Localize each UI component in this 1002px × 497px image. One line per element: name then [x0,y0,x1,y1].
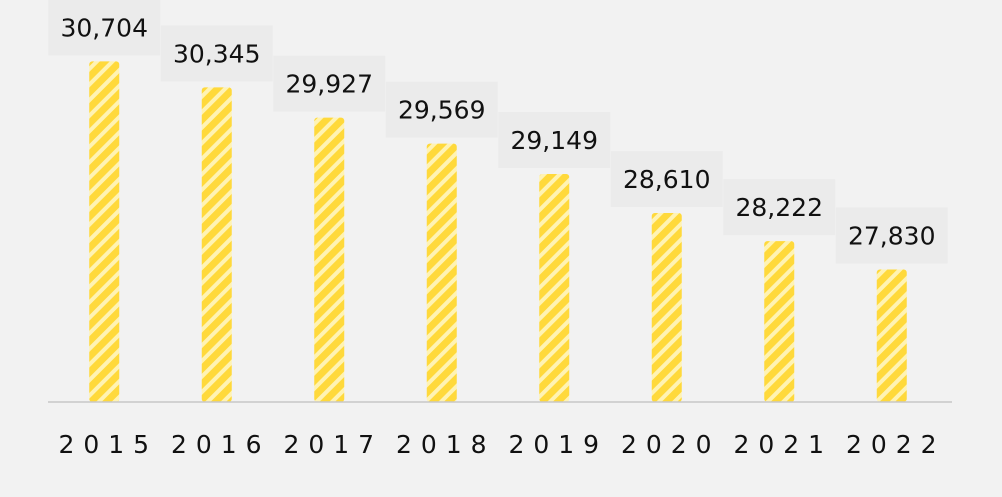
data-label-background [273,55,386,112]
data-label-background [723,179,836,236]
data-label-background [610,151,723,208]
data-label-text: 30,345 [173,39,260,68]
data-label-text: 28,222 [736,193,823,222]
data-label-background [385,81,498,138]
data-label-text: 28,610 [623,165,710,194]
data-label-2016: 30,345 [160,25,273,82]
data-label-text: 27,830 [848,222,935,251]
data-label-2021: 28,222 [723,179,836,236]
x-tick-label-2019: 2019 [508,430,608,459]
bar-2020 [651,213,682,402]
bar-2022 [876,269,907,402]
data-label-2018: 29,569 [385,81,498,138]
data-label-text: 29,927 [286,70,373,99]
data-label-background [48,0,161,56]
data-label-2019: 29,149 [498,112,611,169]
x-tick-label-2018: 2018 [396,430,496,459]
data-label-2017: 29,927 [273,55,386,112]
data-label-2022: 27,830 [835,207,948,264]
x-tick-label-2016: 2016 [171,430,271,459]
data-label-background [498,112,611,169]
data-label-2015: 30,704 [48,0,161,56]
data-label-text: 29,149 [511,126,598,155]
x-tick-label-2020: 2020 [621,430,721,459]
data-label-2020: 28,610 [610,151,723,208]
bar-2018 [426,143,457,402]
bar-2015 [89,61,120,403]
data-label-text: 29,569 [398,96,485,125]
bar-2017 [314,117,345,402]
x-tick-label-2021: 2021 [733,430,833,459]
x-tick-label-2022: 2022 [846,430,946,459]
bar-2019 [539,174,570,402]
x-tick-label-2017: 2017 [283,430,383,459]
data-label-text: 30,704 [61,13,148,42]
x-tick-label-2015: 2015 [58,430,158,459]
data-label-background [160,25,273,82]
bar-2021 [764,241,795,402]
bar-2016 [201,87,232,402]
data-label-background [835,207,948,264]
